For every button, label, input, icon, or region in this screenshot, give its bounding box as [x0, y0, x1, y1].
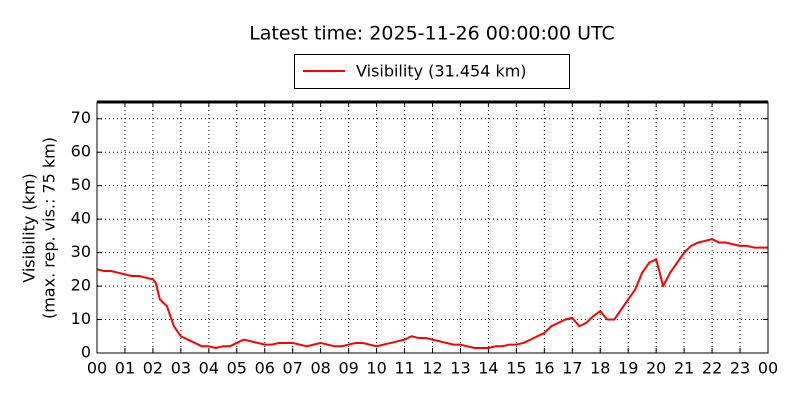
y-axis-label: Visibility (km) — [20, 173, 39, 282]
x-tick-label: 14 — [478, 359, 498, 378]
chart-title: Latest time: 2025-11-26 00:00:00 UTC — [249, 23, 615, 45]
x-tick-label: 21 — [674, 359, 694, 378]
x-tick-label: 19 — [618, 359, 638, 378]
data-line — [96, 238, 768, 349]
y-tick-label: 40 — [71, 209, 91, 228]
x-tick-label: 15 — [506, 359, 526, 378]
x-tick-label: 01 — [115, 359, 135, 378]
y-tick-label: 0 — [81, 343, 91, 362]
x-tick-label: 10 — [366, 359, 386, 378]
y-tick-label: 70 — [71, 108, 91, 127]
legend-label: Visibility (31.454 km) — [356, 62, 527, 81]
x-tick-label: 12 — [422, 359, 442, 378]
x-tick-label: 06 — [255, 359, 275, 378]
x-tick-label: 20 — [646, 359, 666, 378]
x-tick-label: 08 — [310, 359, 330, 378]
y-tick-label: 50 — [71, 175, 91, 194]
x-tick-label: 13 — [450, 359, 470, 378]
x-tick-label: 22 — [702, 359, 722, 378]
x-tick-label: 07 — [283, 359, 303, 378]
y-tick-label: 30 — [71, 242, 91, 261]
x-tick-label: 02 — [143, 359, 163, 378]
x-tick-label: 23 — [730, 359, 750, 378]
y-tick-label: 60 — [71, 142, 91, 161]
y-tick-label: 10 — [71, 309, 91, 328]
x-tick-label: 04 — [199, 359, 219, 378]
x-tick-label: 09 — [338, 359, 358, 378]
x-tick-label: 00 — [758, 359, 778, 378]
x-tick-label: 16 — [534, 359, 554, 378]
x-tick-label: 17 — [562, 359, 582, 378]
x-tick-label: 18 — [590, 359, 610, 378]
x-tick-label: 11 — [394, 359, 414, 378]
x-tick-label: 05 — [227, 359, 247, 378]
y-axis-label: (max. rep. vis.: 75 km) — [40, 137, 59, 319]
plot-frame — [96, 101, 769, 354]
x-tick-label: 00 — [87, 359, 107, 378]
y-tick-label: 20 — [71, 276, 91, 295]
x-tick-label: 03 — [171, 359, 191, 378]
